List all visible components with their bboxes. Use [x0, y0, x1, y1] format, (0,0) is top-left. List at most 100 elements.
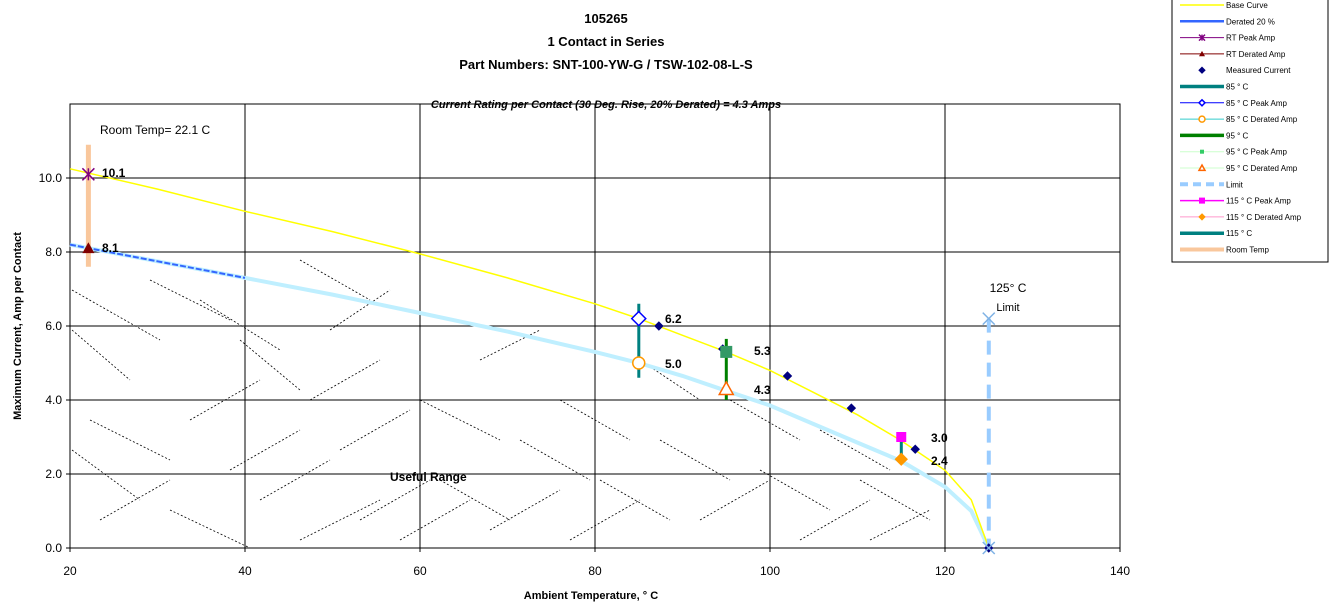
- hatch-line-35: [869, 509, 931, 541]
- hatch-line-30: [729, 399, 801, 441]
- legend-item-0: Base Curve: [1180, 1, 1268, 10]
- legend-label-5: 85 ° C: [1226, 83, 1249, 92]
- hatch-line-6: [199, 299, 281, 351]
- hatch-line-17: [359, 479, 431, 521]
- chart-subtitle: Current Rating per Contact (30 Deg. Rise…: [431, 99, 781, 111]
- hatch-line-10: [169, 509, 251, 549]
- hatch-line-29: [699, 479, 771, 521]
- hatch-line-20: [399, 499, 471, 541]
- x-tick-label-6: 140: [1110, 564, 1130, 578]
- x-tick-label-3: 80: [588, 564, 602, 578]
- marker-limit-0: [982, 312, 996, 326]
- hatch-line-32: [799, 499, 871, 541]
- legend-item-14: 115 ° C: [1180, 229, 1252, 238]
- marker-115-c-peak-amp-0-shape: [896, 432, 907, 442]
- marker-measured-current-2: [782, 371, 793, 381]
- hatch-line-28: [659, 439, 731, 481]
- marker-limit-1-b: [982, 541, 996, 555]
- chart-title-line-3: Part Numbers: SNT-100-YW-G / TSW-102-08-…: [459, 57, 753, 72]
- y-tick-label-4: 8.0: [45, 245, 62, 259]
- x-tick-label-4: 100: [760, 564, 780, 578]
- legend-swatch-marker-7-shape: [1198, 115, 1206, 123]
- hatch-line-14: [309, 359, 381, 401]
- useful-range-annotation: Useful Range: [390, 470, 467, 484]
- legend-item-9: 95 ° C Peak Amp: [1180, 148, 1288, 157]
- legend-label-1: Derated 20 %: [1226, 17, 1275, 26]
- hatch-line-19: [439, 479, 511, 521]
- hatch-line-34: [859, 479, 931, 521]
- marker-95-c-peak-amp-0: [720, 345, 733, 358]
- legend-item-12: 115 ° C Peak Amp: [1180, 197, 1291, 206]
- series-derated-20-glow: [69, 242, 991, 549]
- label-115-peak: 3.0: [931, 431, 948, 445]
- legend-label-2: RT Peak Amp: [1226, 34, 1276, 43]
- hatch-line-23: [489, 489, 561, 531]
- legend-swatch-marker-9: [1200, 149, 1204, 154]
- legend-swatch-marker-7: [1198, 115, 1206, 123]
- legend-swatch-marker-3-shape: [1199, 50, 1205, 57]
- hatch-line-2: [89, 419, 171, 461]
- x-tick-label-2: 60: [413, 564, 427, 578]
- legend-item-6: 85 ° C Peak Amp: [1180, 98, 1288, 108]
- legend-item-7: 85 ° C Derated Amp: [1180, 115, 1298, 124]
- marker-measured-current-2-shape: [782, 371, 793, 381]
- hatch-line-16: [299, 499, 381, 541]
- legend-label-9: 95 ° C Peak Amp: [1226, 148, 1288, 157]
- legend-item-10: 95 ° C Derated Amp: [1180, 163, 1298, 173]
- legend-frame: [1171, 0, 1329, 263]
- chart-title-line-2: 1 Contact in Series: [547, 34, 664, 49]
- hatch-line-22: [519, 439, 591, 481]
- marker-85-c-peak-amp-0: [630, 310, 647, 327]
- marker-115-c-derated-amp-0-shape: [894, 452, 908, 466]
- marker-measured-current-3-shape: [846, 403, 857, 413]
- legend-item-4: Measured Current: [1198, 66, 1291, 75]
- limit-temp-annotation: 125° C: [990, 281, 1027, 295]
- hatch-line-15: [339, 409, 411, 451]
- marker-115-c-derated-amp-0: [894, 452, 908, 466]
- label-rt-peak: 10.1: [102, 166, 126, 180]
- hatch-line-21: [479, 329, 541, 361]
- label-95-derated: 4.3: [754, 383, 771, 397]
- hatch-line-9: [229, 429, 301, 471]
- legend: Base Curve Derated 20 % RT Peak Amp RT Dera…: [1171, 0, 1329, 263]
- y-tick-label-2: 4.0: [45, 393, 62, 407]
- marker-85-c-peak-amp-0-shape: [630, 310, 647, 327]
- legend-item-3: RT Derated Amp: [1180, 50, 1286, 59]
- label-95-peak: 5.3: [754, 344, 771, 358]
- legend-swatch-marker-12-shape: [1199, 197, 1205, 204]
- label-rt-derated: 8.1: [102, 241, 119, 255]
- marker-85-c-derated-amp-0-shape: [632, 356, 646, 370]
- marker-rt-derated-amp-0-shape: [82, 242, 95, 254]
- y-tick-label-5: 10.0: [39, 171, 63, 185]
- legend-item-15: Room Temp: [1180, 246, 1270, 255]
- marker-measured-current-0: [654, 321, 664, 331]
- hatch-line-25: [599, 479, 671, 521]
- hatch-line-1: [71, 329, 131, 381]
- y-tick-label-3: 6.0: [45, 319, 62, 333]
- legend-label-4: Measured Current: [1226, 66, 1291, 75]
- plot-area: [69, 103, 1121, 555]
- hatch-line-18: [419, 399, 501, 441]
- legend-swatch-marker-6-shape: [1197, 98, 1207, 107]
- legend-label-12: 115 ° C Peak Amp: [1226, 197, 1291, 206]
- legend-item-1: Derated 20 %: [1180, 17, 1275, 26]
- legend-label-0: Base Curve: [1226, 1, 1268, 10]
- legend-swatch-marker-6: [1197, 98, 1207, 107]
- legend-swatch-marker-4: [1198, 66, 1206, 74]
- legend-label-14: 115 ° C: [1226, 229, 1252, 238]
- marker-layer: [81, 167, 996, 555]
- gridlines: [70, 104, 1120, 548]
- y-tick-label-1: 2.0: [45, 467, 62, 481]
- legend-swatch-marker-4-shape: [1198, 66, 1206, 74]
- marker-measured-current-4-shape: [910, 444, 920, 454]
- legend-label-15: Room Temp: [1226, 246, 1270, 255]
- marker-rt-derated-amp-0: [82, 242, 95, 254]
- legend-swatch-marker-3: [1199, 50, 1205, 57]
- label-85-peak: 6.2: [665, 312, 682, 326]
- room-temp-annotation: Room Temp= 22.1 C: [100, 123, 211, 137]
- label-85-derated: 5.0: [665, 357, 682, 371]
- x-axis-label: Ambient Temperature, ° C: [524, 590, 658, 602]
- x-tick-label-0: 20: [63, 564, 77, 578]
- marker-rt-peak-amp-0: [81, 167, 95, 181]
- legend-item-2: RT Peak Amp: [1180, 34, 1276, 43]
